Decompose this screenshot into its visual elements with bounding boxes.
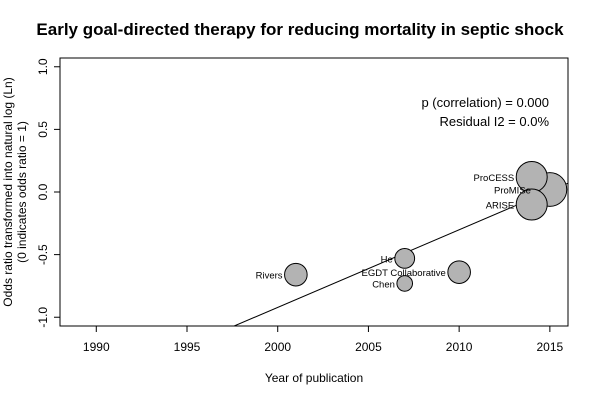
annotations: p (correlation) = 0.000 Residual I2 = 0.… (421, 95, 549, 129)
study-label: ARISE (486, 201, 515, 212)
study-bubble (396, 275, 414, 292)
heterogeneity-annotation: Residual I2 = 0.0% (440, 114, 550, 129)
plot-clip-group (233, 160, 568, 326)
study-label: ProCESS (474, 173, 515, 184)
x-tick-label: 1990 (83, 340, 110, 354)
study-bubble (394, 247, 416, 269)
study-label: ProMISe (494, 185, 531, 196)
y-tick-label: 1.0 (36, 58, 50, 75)
study-label: Rivers (256, 271, 283, 282)
y-axis-label-line-2: (0 indicates odds ratio = 1) (15, 121, 29, 263)
y-tick-label: 0.0 (36, 183, 50, 200)
y-tick-label: -1.0 (36, 307, 50, 328)
study-bubble (447, 260, 471, 284)
y-axis-label-line-1: Odds ratio transformed into natural log … (1, 77, 15, 306)
x-tick-label: 2010 (446, 340, 473, 354)
study-label: He (381, 254, 393, 265)
x-axis: 1990 1995 2000 2005 2010 2015 (83, 326, 564, 354)
study-label: Chen (372, 279, 395, 290)
x-tick-label: 1995 (174, 340, 201, 354)
study-label: EGDT Collaborative (362, 268, 446, 279)
study-bubble (515, 188, 548, 221)
x-axis-label: Year of publication (264, 371, 364, 385)
y-tick-label: -0.5 (36, 244, 50, 265)
study-bubble (284, 262, 308, 287)
x-tick-label: 2015 (537, 340, 564, 354)
y-axis: -1.0 -0.5 0.0 0.5 1.0 (36, 58, 60, 328)
x-tick-label: 2000 (264, 340, 291, 354)
y-axis-label: Odds ratio transformed into natural log … (1, 77, 29, 306)
correlation-annotation: p (correlation) = 0.000 (421, 95, 549, 110)
x-tick-label: 2005 (355, 340, 382, 354)
y-tick-label: 0.5 (36, 121, 50, 138)
chart-title: Early goal-directed therapy for reducing… (36, 20, 564, 39)
